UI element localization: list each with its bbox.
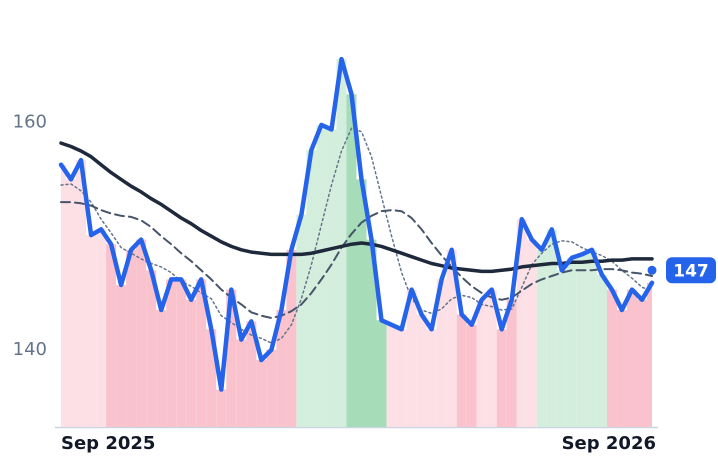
- area-segment: [356, 179, 367, 427]
- y-tick-label: 160: [13, 112, 47, 133]
- area-segment: [236, 339, 247, 427]
- area-segment: [636, 299, 647, 427]
- area-segment: [326, 129, 337, 427]
- area-segment: [76, 160, 87, 427]
- area-segment: [536, 249, 547, 427]
- area-segment: [416, 314, 427, 427]
- area-segment: [646, 282, 652, 427]
- area-segment: [146, 270, 157, 427]
- area-segment: [176, 279, 187, 427]
- area-segment: [556, 270, 567, 427]
- area-segment: [456, 314, 467, 427]
- area-segment: [486, 289, 497, 427]
- area-segment: [576, 254, 587, 427]
- area-segment: [466, 324, 477, 427]
- area-segment: [306, 149, 317, 428]
- area-segment: [156, 310, 167, 427]
- area-segment: [196, 279, 207, 427]
- area-segment: [516, 219, 527, 427]
- area-segment: [256, 359, 267, 427]
- area-segment: [566, 257, 577, 427]
- area-segment: [206, 329, 217, 427]
- area-segment: [376, 320, 387, 427]
- area-segment: [106, 244, 117, 427]
- area-segment: [506, 299, 517, 427]
- area-segment: [296, 214, 307, 427]
- y-tick-label: 140: [13, 339, 47, 360]
- area-segment: [406, 289, 417, 427]
- area-segment: [476, 299, 487, 427]
- x-tick-label: Sep 2025: [61, 433, 155, 454]
- area-segment: [626, 289, 637, 427]
- area-segment: [616, 310, 627, 427]
- area-segment: [126, 249, 137, 427]
- area-segment: [116, 285, 127, 427]
- area-segment: [526, 239, 537, 427]
- area-segment: [366, 239, 377, 427]
- area-segment: [546, 229, 557, 427]
- area-segment: [316, 124, 327, 427]
- line-series: [59, 141, 654, 274]
- area-segment: [186, 299, 197, 427]
- area-segment: [96, 229, 107, 427]
- area-segment: [136, 239, 147, 427]
- area-segment: [66, 179, 77, 427]
- x-tick-label: Sep 2026: [562, 433, 656, 454]
- current-price-badge: [666, 257, 716, 284]
- area-segment: [596, 274, 607, 427]
- current-price-dot: [647, 265, 657, 275]
- area-segment: [386, 324, 397, 427]
- area-segment: [276, 310, 287, 427]
- area-segment: [286, 249, 297, 427]
- area-segment: [226, 289, 237, 427]
- area-segment: [396, 329, 407, 427]
- area-segment: [266, 349, 277, 427]
- area-segment: [496, 329, 507, 427]
- area-segment: [61, 164, 67, 428]
- area-segment: [426, 329, 437, 427]
- area-segment: [166, 279, 177, 427]
- area-segment: [216, 389, 227, 427]
- line-series: [60, 201, 653, 319]
- area-segment: [446, 249, 457, 427]
- area-segment: [246, 321, 257, 427]
- area-segment: [346, 94, 357, 427]
- area-segment: [606, 289, 617, 427]
- area-segment: [586, 249, 597, 427]
- line-series: [58, 56, 655, 392]
- current-price-label: 147: [673, 261, 709, 281]
- area-segment: [436, 279, 447, 427]
- area-segment: [86, 235, 97, 427]
- area-segment: [336, 59, 347, 427]
